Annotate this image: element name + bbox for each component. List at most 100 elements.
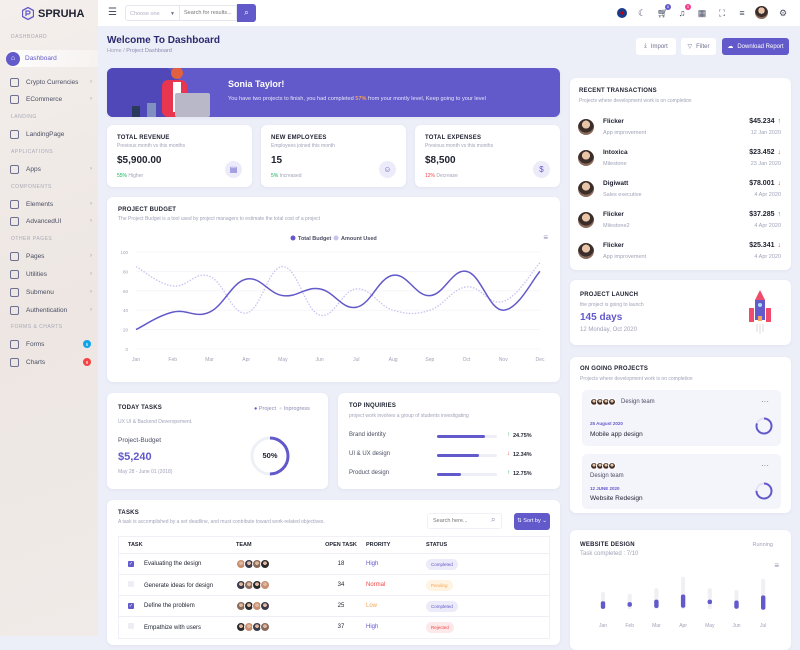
sidebar-item-utilities[interactable]: Utilities › [10,267,98,281]
project-name: Mobile app design [590,431,643,438]
avatar[interactable] [260,559,270,569]
inquiry-label: UI & UX design [349,451,391,457]
project-date: 12 JUNE 2020 [590,486,620,491]
transaction-item[interactable]: Intoxica Milestone $23.452 ↓ 23 Jan 2020 [578,144,781,172]
more-options-icon[interactable]: ··· [761,461,769,470]
sidebar-section-label: DASHBOARD [11,34,48,40]
logo[interactable]: SPRUHA [22,7,84,20]
chart-menu-icon[interactable]: ≡ [774,561,779,570]
category-select[interactable]: Choose one ▼ [125,5,180,21]
apps-grid-icon[interactable]: ▦ [697,8,707,18]
sidebar-item-ecommerce[interactable]: ECommerce › [10,92,98,106]
bar-chart-icon [10,357,19,367]
user-avatar[interactable] [755,6,768,19]
y-tick-label: 100 [120,250,128,255]
cart-icon[interactable]: 🛒︎ 0 [657,4,671,18]
stat-change: 55% Higher [117,173,242,179]
ongoing-project[interactable]: Design team ··· 12 JUNE 2020 Website Redesi… [582,454,781,509]
stat-subtitle: Previous month vs this months [425,143,494,149]
inquiry-label: Brand identity [349,432,386,438]
chevron-right-icon: › [90,201,92,207]
avatar [578,243,594,259]
arrow-down-icon: ↓ [507,451,510,457]
filter-button[interactable]: ▽ Filter [681,38,716,55]
sidebar-item-advancedui[interactable]: AdvancedUI › [10,214,98,228]
avatar[interactable] [260,580,270,590]
menu-toggle-icon[interactable]: ☰ [108,7,117,18]
x-tick-label: May [278,357,288,363]
search-input[interactable] [180,5,237,21]
tasks-search-input[interactable] [427,513,502,529]
progress-fill [437,435,485,438]
sidebar-item-crypto-currencies[interactable]: Crypto Currencies › [10,75,98,89]
legend-label[interactable]: Amount Used [341,236,377,242]
moon-icon[interactable]: ☾ [637,8,647,18]
task-name: Empathize with users [144,625,202,632]
more-options-icon[interactable]: ··· [761,397,769,406]
transaction-item[interactable]: Flicker App improvement $25.341 ↓ 4 Apr 2020 [578,237,781,265]
recent-transactions-card: RECENT TRANSACTIONS Projects where devel… [570,78,791,270]
progress-fill [437,473,461,476]
search-icon: ⌕ [244,8,249,17]
import-label: Import [650,43,668,50]
task-checkbox[interactable] [128,623,134,630]
column-header: OPEN TASK [325,542,357,548]
team-cell [236,595,316,617]
avatar[interactable] [260,601,270,611]
avatar[interactable] [260,622,270,633]
chevron-right-icon: › [90,289,92,295]
sort-by-button[interactable]: ⇅ Sort by ⌄ [514,513,550,530]
project-budget-card: PROJECT BUDGET The Project Budget is a t… [107,197,560,382]
legend-label[interactable]: Total Budget [298,236,331,242]
fullscreen-icon[interactable]: ⛶ [718,8,726,18]
stat-change-percent: 12% [425,173,436,179]
ring-fill [755,417,773,435]
sidebar-item-authentication[interactable]: Authentication › [10,303,98,317]
sidebar-right-icon[interactable]: ≡ [739,8,745,18]
ring-fill [250,436,290,476]
sidebar-item-pages[interactable]: Pages › [10,249,98,263]
arrow-down-icon: ↓ [777,149,782,156]
top-header: ☰ Choose one ▼ ⌕ ☾ 🛒︎0 ♫︎0 ▦ ⛶ ≡ ⚙ [98,0,800,26]
y-tick-label: 0 [125,347,128,352]
transaction-item[interactable]: Flicker Milestone2 $37.285 ↑ 4 Apr 2020 [578,206,781,234]
sidebar-item-label: ECommerce [26,95,63,103]
project-progress-ring [755,482,773,500]
sidebar-item-submenu[interactable]: Submenu › [10,285,98,299]
breadcrumb-home[interactable]: Home [107,48,122,54]
team-avatars [236,580,316,590]
import-button[interactable]: ⤓ Import [636,38,676,55]
stat-subtitle: Employees joined this month [271,143,335,149]
bell-icon[interactable]: ♫︎ 0 [678,4,691,18]
search-button[interactable]: ⌕ [237,4,256,22]
gear-icon[interactable]: ⚙ [778,8,788,18]
sidebar-item-landingpage[interactable]: LandingPage [10,127,98,141]
status-cell: Completed [426,553,549,575]
menu-icon [10,287,19,297]
ongoing-project[interactable]: Design team ··· 25 August 2020 Mobile app d… [582,390,781,446]
status-cell: Pending [426,574,549,596]
sidebar-item-charts[interactable]: Charts 9 [10,355,98,369]
arrow-up-icon: ↑ [777,211,782,218]
bar-completed [761,595,766,610]
website-title: WEBSITE DESIGN [580,542,635,548]
download-report-button[interactable]: ☁ Download Report [722,38,789,55]
column-header: STATUS [426,542,448,548]
stat-title: NEW EMPLOYEES [271,135,327,141]
task-checkbox[interactable]: ✓ [128,561,134,567]
transaction-item[interactable]: Flicker App improvement $45.234 ↑ 12 Jan 202… [578,113,781,141]
select-placeholder: Choose one [130,11,160,17]
sidebar-item-forms[interactable]: Forms 6 [10,337,98,351]
task-checkbox[interactable] [128,581,134,587]
legend-project: Project [258,406,276,412]
chart-menu-icon[interactable]: ≡ [543,233,548,242]
transaction-date: 4 Apr 2020 [754,192,781,198]
sidebar-item-elements[interactable]: Elements › [10,197,98,211]
sidebar-item-label: AdvancedUI [26,217,62,225]
sidebar-item-dashboard[interactable]: ⌂ Dashboard [6,50,98,67]
sidebar-item-apps[interactable]: Apps › [10,162,98,176]
transaction-item[interactable]: Digiwatt Sales executive $78.001 ↓ 4 Apr 202… [578,175,781,203]
flag-uk-icon[interactable] [617,8,627,18]
task-checkbox[interactable]: ✓ [128,603,134,609]
status-badge: Pending [426,579,453,591]
